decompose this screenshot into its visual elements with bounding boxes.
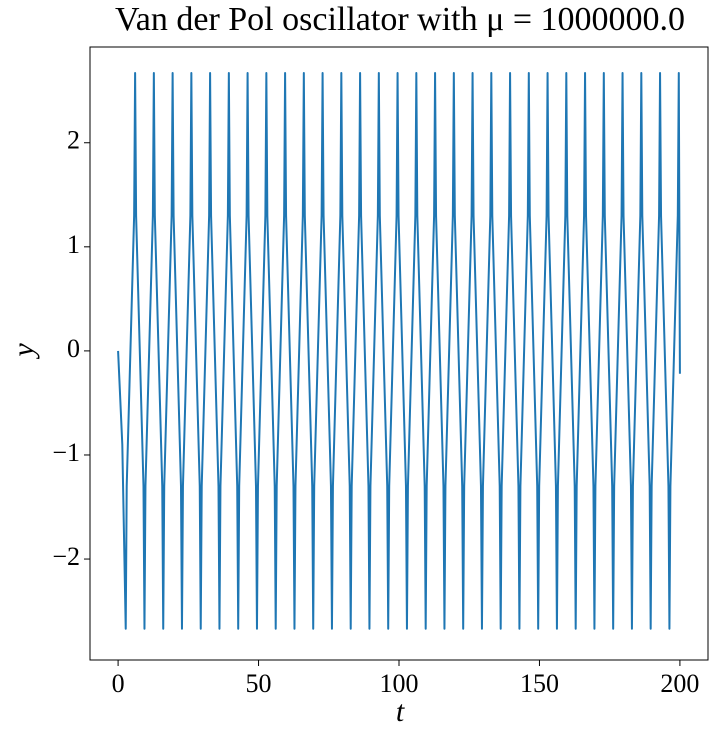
chart-title: Van der Pol oscillator with μ = 1000000.… [115,1,685,38]
x-axis-label: t [396,695,405,728]
y-tick-label: −1 [52,438,80,467]
y-axis-label: y [7,343,40,360]
x-tick-label: 50 [246,669,272,698]
x-tick-label: 150 [520,669,559,698]
y-tick-label: 2 [67,126,80,155]
x-tick-label: 100 [380,669,419,698]
y-tick-label: 0 [67,334,80,363]
y-tick-label: −2 [52,542,80,571]
data-line [117,72,681,630]
y-tick-label: 1 [67,230,80,259]
x-tick-label: 200 [660,669,699,698]
plot-frame [89,46,709,661]
x-tick-label: 0 [112,669,125,698]
